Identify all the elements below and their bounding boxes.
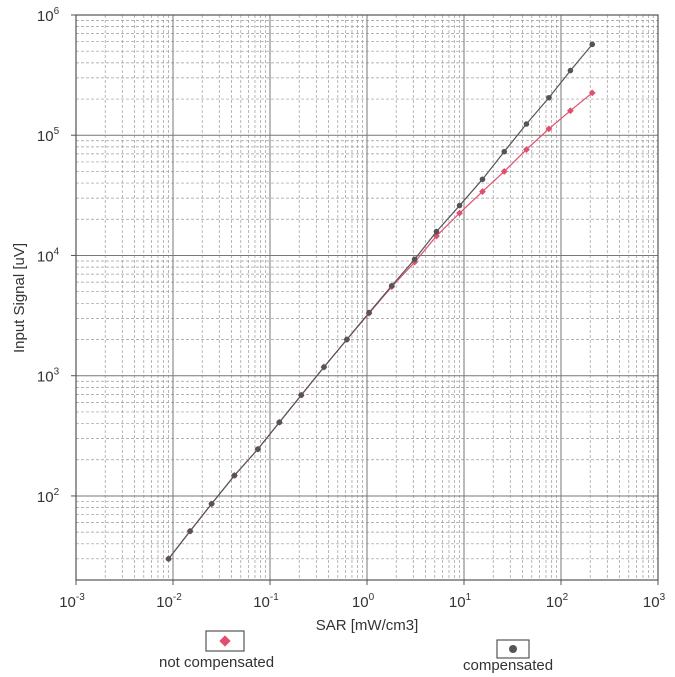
data-point-not-compensated xyxy=(500,168,508,175)
x-tick-label: 101 xyxy=(449,592,472,611)
data-point-compensated xyxy=(411,256,418,263)
data-point-compensated xyxy=(546,94,552,101)
y-tick-label: 106 xyxy=(37,6,60,25)
data-point-compensated xyxy=(231,472,238,479)
data-point-compensated xyxy=(344,336,350,343)
data-point-compensated xyxy=(298,392,305,398)
data-point-compensated xyxy=(479,176,486,183)
diamond-icon xyxy=(219,635,231,647)
data-point-compensated xyxy=(567,67,574,74)
data-point-compensated xyxy=(366,309,372,316)
data-point-compensated xyxy=(523,121,530,127)
grid-major xyxy=(75,15,658,580)
data-point-compensated xyxy=(321,364,327,370)
data-point-compensated xyxy=(165,556,172,562)
data-point-not-compensated xyxy=(523,146,530,153)
y-axis-title: Input Signal [uV] xyxy=(11,243,28,353)
data-point-compensated xyxy=(456,202,463,209)
data-point-compensated xyxy=(433,228,440,235)
x-tick-label: 10-2 xyxy=(156,592,182,611)
legend-label-compensated: compensated xyxy=(463,657,553,674)
legend-label-not-compensated: not compensated xyxy=(159,654,274,671)
series-line-compensated xyxy=(168,43,593,560)
x-tick-label: 100 xyxy=(352,592,375,611)
x-axis-title: SAR [mW/cm3] xyxy=(316,617,419,634)
x-tick-label: 103 xyxy=(643,592,666,611)
x-axis-ticks: 10-3 10-2 10-1 100 101 102 103 xyxy=(59,580,666,611)
y-tick-label: 102 xyxy=(37,487,60,506)
data-point-not-compensated xyxy=(567,107,574,115)
data-point-compensated xyxy=(388,282,395,289)
data-point-compensated xyxy=(589,41,596,48)
data-point-not-compensated xyxy=(456,209,463,217)
x-tick-label: 102 xyxy=(546,592,569,611)
y-axis-ticks: 102 103 104 105 106 xyxy=(37,6,76,506)
y-tick-label: 104 xyxy=(37,246,60,265)
y-tick-label: 103 xyxy=(37,367,60,386)
series-layer xyxy=(165,41,596,563)
data-point-not-compensated xyxy=(479,188,486,195)
data-point-not-compensated xyxy=(545,125,553,133)
x-tick-label: 10-1 xyxy=(253,592,279,611)
data-point-compensated xyxy=(276,419,283,426)
data-point-compensated xyxy=(187,528,193,534)
legend: not compensated compensated xyxy=(159,630,553,674)
y-tick-label: 105 xyxy=(37,126,60,145)
x-tick-label: 10-3 xyxy=(59,592,85,611)
data-point-compensated xyxy=(255,446,261,452)
data-point-compensated xyxy=(208,501,215,507)
circle-icon xyxy=(509,645,517,653)
legend-item-not-compensated: not compensated xyxy=(159,630,274,671)
data-point-compensated xyxy=(501,148,508,155)
legend-item-compensated: compensated xyxy=(463,639,553,674)
